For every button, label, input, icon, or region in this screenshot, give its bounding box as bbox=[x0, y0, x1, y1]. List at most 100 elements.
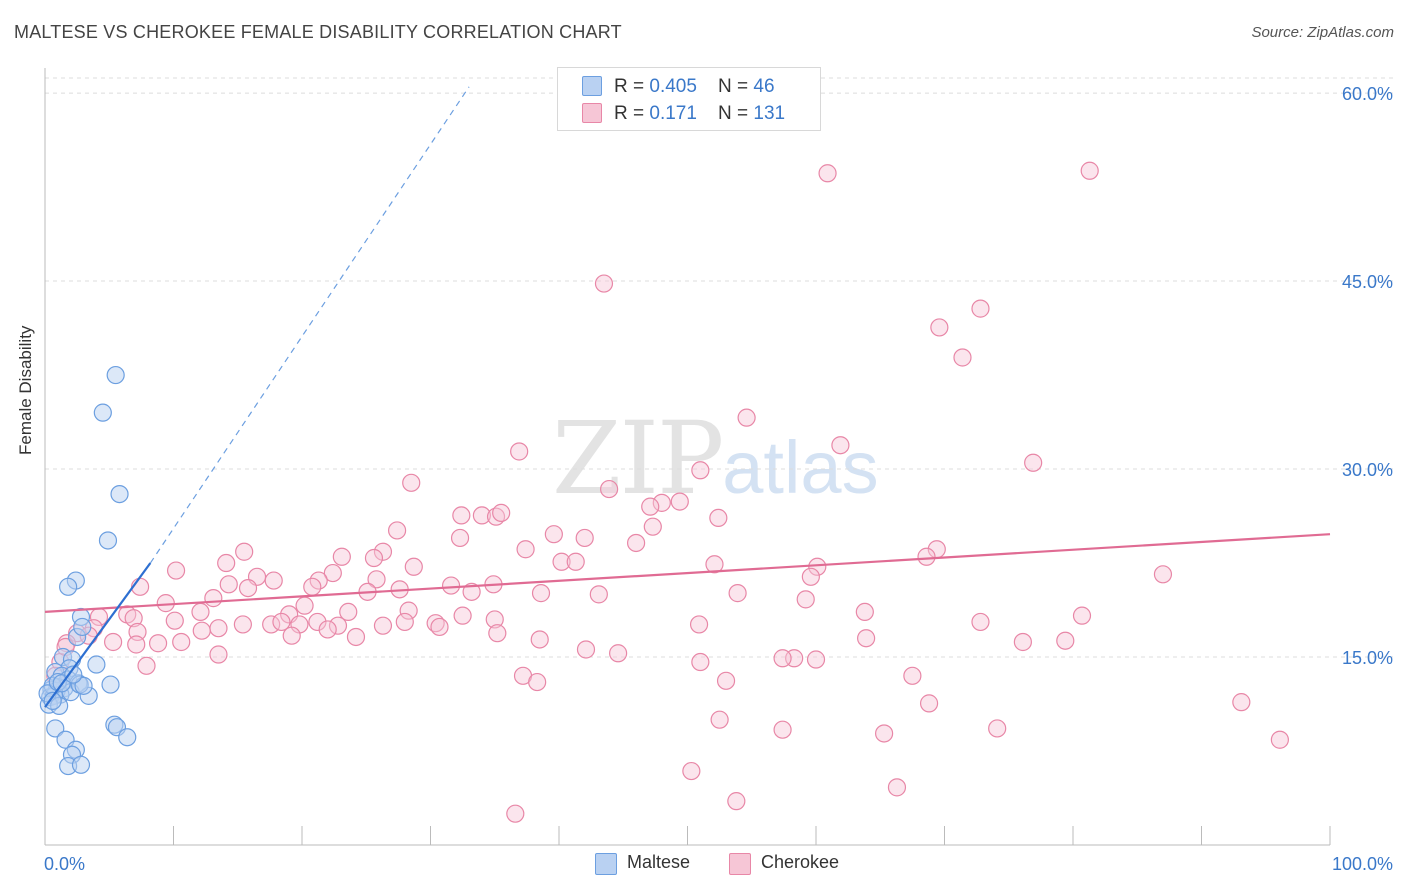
maltese-point bbox=[106, 365, 125, 385]
cherokee-point bbox=[801, 567, 820, 586]
cherokee-point bbox=[488, 624, 507, 643]
cherokee-point bbox=[462, 582, 481, 601]
cherokee-point bbox=[528, 672, 547, 692]
cherokee-point bbox=[737, 408, 756, 427]
legend-maltese-n-value: 46 bbox=[753, 76, 775, 97]
cherokee-point bbox=[531, 584, 551, 603]
maltese-point bbox=[93, 403, 112, 422]
cherokee-point bbox=[373, 542, 393, 561]
cherokee-point bbox=[709, 508, 728, 528]
legend-maltese-r-label: R = bbox=[614, 76, 650, 97]
maltese-point bbox=[98, 531, 118, 550]
cherokee-point bbox=[282, 626, 301, 645]
cherokee-point bbox=[575, 528, 594, 548]
correlation-legend: R = 0.405 N = 46 R = 0.171 N = 131 bbox=[557, 67, 821, 131]
maltese-point bbox=[118, 728, 137, 747]
cherokee-point bbox=[127, 635, 146, 654]
bottom-cherokee-swatch bbox=[729, 853, 751, 875]
cherokee-point bbox=[773, 720, 792, 739]
cherokee-point bbox=[485, 610, 504, 629]
cherokee-point bbox=[544, 525, 563, 544]
maltese-point bbox=[74, 676, 93, 695]
cherokee-point bbox=[209, 645, 228, 664]
maltese-trend-extension bbox=[149, 86, 470, 564]
cherokee-point bbox=[919, 694, 939, 713]
cherokee-point bbox=[204, 589, 223, 608]
cherokee-point bbox=[682, 761, 701, 781]
cherokee-point bbox=[217, 553, 236, 573]
cherokee-point bbox=[452, 506, 471, 525]
maltese-trend-line bbox=[44, 562, 152, 708]
cherokee-point bbox=[728, 584, 747, 603]
legend-maltese-n-label: N = bbox=[718, 76, 754, 97]
chart-title: MALTESE VS CHEROKEE FEMALE DISABILITY CO… bbox=[14, 22, 622, 42]
cherokee-point bbox=[148, 634, 168, 653]
cherokee-point bbox=[594, 274, 614, 293]
legend-maltese-text: R = 0.405 N = 46 bbox=[614, 76, 775, 98]
watermark-atlas: atlas bbox=[722, 426, 879, 509]
cherokee-point bbox=[576, 640, 596, 659]
maltese-point bbox=[73, 617, 92, 637]
maltese-point bbox=[71, 755, 91, 774]
cherokee-point bbox=[1080, 161, 1099, 180]
cherokee-point bbox=[323, 563, 342, 583]
cherokee-point bbox=[806, 650, 826, 669]
cherokee-point bbox=[691, 461, 710, 480]
cherokee-point bbox=[373, 616, 393, 635]
cherokee-point bbox=[796, 590, 815, 609]
cherokee-point bbox=[566, 552, 585, 571]
cherokee-point bbox=[332, 547, 351, 566]
cherokee-point bbox=[988, 719, 1007, 738]
cherokee-point bbox=[404, 557, 423, 576]
maltese-point bbox=[64, 665, 83, 684]
cherokee-point bbox=[191, 602, 210, 622]
cherokee-point bbox=[295, 596, 314, 615]
cherokee-point bbox=[506, 804, 525, 823]
cherokee-point bbox=[1013, 632, 1032, 652]
cherokee-point bbox=[710, 710, 729, 729]
maltese-point bbox=[59, 577, 78, 596]
cherokee-point bbox=[235, 542, 254, 561]
cherokee-point bbox=[346, 627, 366, 647]
cherokee-point bbox=[971, 299, 990, 318]
cherokee-point bbox=[303, 577, 322, 596]
cherokee-point bbox=[691, 652, 710, 672]
maltese-point bbox=[110, 484, 129, 504]
cherokee-point bbox=[219, 575, 238, 594]
cherokee-point bbox=[318, 620, 337, 639]
cherokee-point bbox=[930, 318, 949, 337]
cherokee-point bbox=[609, 644, 628, 663]
cherokee-point bbox=[1153, 565, 1173, 584]
legend-cherokee-r-label: R = bbox=[614, 103, 650, 124]
cherokee-point bbox=[272, 612, 291, 632]
cherokee-point bbox=[716, 671, 736, 690]
cherokee-point bbox=[402, 473, 421, 492]
cherokee-point bbox=[328, 616, 348, 635]
cherokee-point bbox=[233, 615, 252, 634]
cherokee-point bbox=[124, 609, 143, 628]
maltese-point bbox=[43, 691, 62, 710]
cherokee-point bbox=[166, 561, 186, 580]
cherokee-point bbox=[626, 533, 646, 553]
legend-cherokee-r-value: 0.171 bbox=[649, 103, 697, 124]
cherokee-point bbox=[430, 617, 449, 637]
cherokee-point bbox=[367, 570, 386, 589]
x-tick-label-max: 100.0% bbox=[1332, 854, 1393, 874]
cherokee-point bbox=[643, 517, 662, 536]
cherokee-point bbox=[492, 503, 511, 522]
cherokee-point bbox=[589, 585, 608, 604]
cherokee-point bbox=[887, 778, 907, 797]
cherokee-point bbox=[727, 792, 746, 811]
cherokee-trend-line bbox=[44, 533, 1331, 613]
cherokee-point bbox=[705, 555, 724, 574]
maltese-point bbox=[46, 719, 65, 738]
cherokee-point bbox=[600, 479, 619, 499]
cherokee-point bbox=[387, 521, 407, 540]
cherokee-point bbox=[399, 601, 418, 620]
cherokee-point bbox=[552, 552, 571, 571]
cherokee-point bbox=[1232, 693, 1251, 712]
watermark-zip: ZIP bbox=[552, 400, 724, 517]
maltese-point bbox=[101, 675, 120, 694]
legend-cherokee-n-value: 131 bbox=[753, 103, 786, 124]
